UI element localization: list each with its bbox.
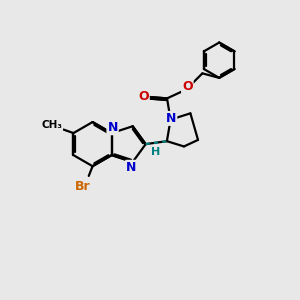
Text: N: N (126, 161, 136, 174)
Text: O: O (138, 90, 149, 103)
Text: O: O (182, 80, 193, 92)
Text: N: N (107, 121, 118, 134)
Text: H: H (152, 147, 160, 158)
Text: Br: Br (75, 180, 91, 193)
Text: CH₃: CH₃ (41, 120, 62, 130)
Text: N: N (166, 112, 176, 125)
